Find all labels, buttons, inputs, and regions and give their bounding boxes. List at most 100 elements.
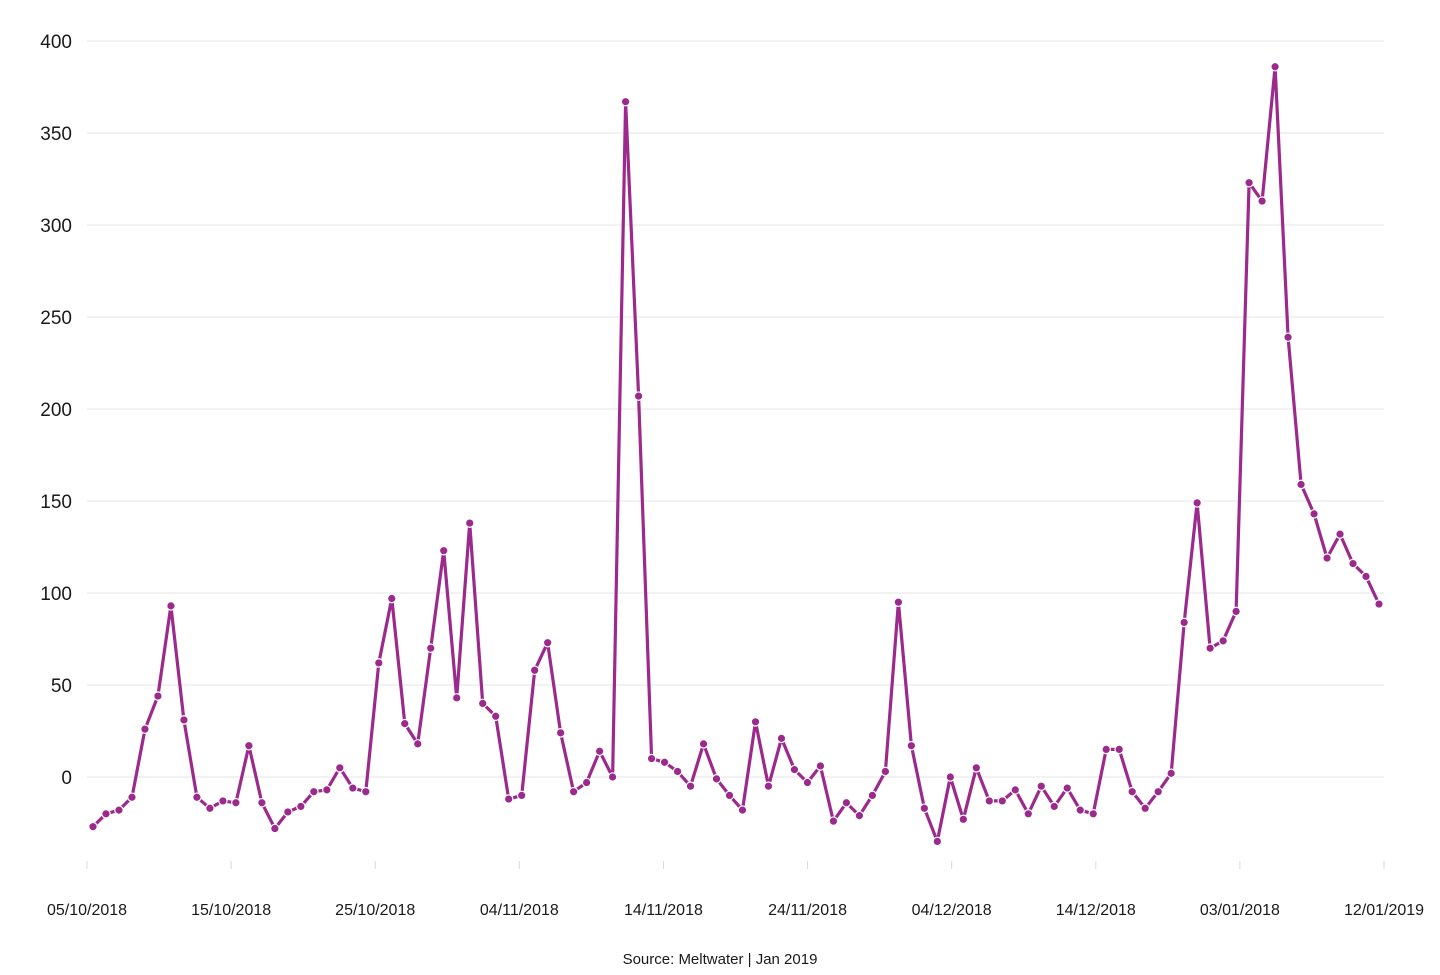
data-point bbox=[1062, 783, 1073, 793]
data-point bbox=[438, 545, 449, 556]
data-point bbox=[1114, 744, 1125, 755]
data-point bbox=[425, 643, 436, 653]
data-point bbox=[477, 698, 488, 709]
data-point bbox=[1010, 785, 1021, 795]
data-point bbox=[399, 718, 410, 729]
data-point bbox=[607, 772, 618, 782]
data-point bbox=[1101, 744, 1112, 755]
data-point bbox=[283, 807, 293, 817]
data-point bbox=[218, 796, 228, 806]
data-point bbox=[490, 711, 501, 722]
data-point bbox=[296, 801, 306, 812]
x-tick-label: 24/11/2018 bbox=[768, 902, 847, 919]
data-point bbox=[1296, 479, 1306, 490]
data-point bbox=[620, 96, 631, 107]
data-point bbox=[1049, 801, 1060, 812]
data-point bbox=[309, 786, 319, 797]
data-point bbox=[322, 785, 332, 795]
data-point bbox=[1335, 529, 1345, 539]
series-line bbox=[91, 65, 1381, 843]
data-point bbox=[1205, 643, 1215, 653]
x-tick-label: 04/12/2018 bbox=[912, 902, 992, 919]
data-point bbox=[503, 794, 514, 804]
data-point bbox=[1361, 571, 1371, 582]
x-tick-label: 14/12/2018 bbox=[1056, 902, 1136, 919]
data-point bbox=[672, 766, 683, 777]
data-point bbox=[451, 693, 462, 703]
data-point bbox=[1374, 599, 1384, 609]
data-point bbox=[1322, 553, 1332, 563]
data-point bbox=[1036, 781, 1047, 791]
data-point bbox=[1348, 558, 1358, 569]
data-point bbox=[1231, 606, 1241, 617]
data-point bbox=[1283, 332, 1293, 343]
data-point bbox=[386, 593, 397, 604]
source-note: Source: Meltwater | Jan 2019 bbox=[623, 951, 818, 968]
data-point bbox=[633, 391, 644, 401]
data-point bbox=[1088, 808, 1099, 819]
data-point bbox=[88, 821, 98, 832]
data-point bbox=[231, 797, 241, 808]
data-points bbox=[88, 61, 1384, 847]
data-point bbox=[776, 733, 787, 744]
data-point bbox=[1140, 803, 1150, 814]
data-point bbox=[906, 740, 917, 751]
x-tick-label: 03/01/2018 bbox=[1200, 902, 1280, 919]
data-point bbox=[244, 740, 254, 751]
data-point bbox=[724, 790, 735, 801]
data-point bbox=[1257, 196, 1267, 206]
data-point bbox=[646, 753, 657, 764]
data-point bbox=[815, 761, 826, 771]
y-tick-label: 400 bbox=[40, 32, 72, 53]
data-point bbox=[750, 716, 761, 727]
y-tick-label: 300 bbox=[40, 216, 72, 237]
y-tick-label: 100 bbox=[40, 584, 72, 605]
data-point bbox=[335, 762, 345, 773]
x-tick-label: 14/11/2018 bbox=[624, 902, 703, 919]
data-point bbox=[1166, 768, 1176, 779]
x-tick-label: 05/10/2018 bbox=[47, 902, 127, 919]
data-point bbox=[685, 781, 696, 791]
data-point bbox=[542, 637, 553, 648]
data-point bbox=[1309, 509, 1319, 519]
data-point bbox=[1023, 808, 1034, 819]
y-tick-label: 50 bbox=[51, 676, 72, 697]
data-point bbox=[880, 766, 891, 777]
data-point bbox=[867, 790, 878, 801]
data-point bbox=[711, 774, 722, 784]
data-point bbox=[893, 597, 904, 607]
x-tick-label: 04/11/2018 bbox=[480, 902, 559, 919]
data-point bbox=[270, 823, 280, 834]
y-tick-label: 350 bbox=[40, 124, 72, 145]
data-point bbox=[464, 518, 475, 528]
data-point bbox=[971, 762, 982, 773]
data-point bbox=[347, 783, 358, 793]
data-point bbox=[373, 658, 384, 668]
y-tick-label: 150 bbox=[40, 492, 72, 513]
data-point bbox=[516, 790, 527, 801]
data-point bbox=[1218, 636, 1228, 646]
x-tick-label: 25/10/2018 bbox=[335, 902, 415, 919]
data-point bbox=[919, 803, 930, 814]
data-point bbox=[802, 777, 813, 788]
data-point bbox=[945, 772, 956, 782]
data-point bbox=[1244, 177, 1254, 188]
data-point bbox=[205, 803, 215, 814]
data-point bbox=[659, 757, 670, 768]
data-point bbox=[1179, 617, 1189, 628]
data-point bbox=[932, 836, 943, 847]
y-tick-label: 200 bbox=[40, 400, 72, 421]
data-point bbox=[581, 777, 592, 788]
data-point bbox=[127, 792, 137, 803]
data-point bbox=[1270, 61, 1280, 72]
data-point bbox=[737, 805, 748, 815]
y-tick-label: 0 bbox=[61, 768, 72, 789]
data-point bbox=[192, 792, 202, 803]
data-point bbox=[1153, 786, 1163, 797]
x-axis: 05/10/2018 15/10/2018 25/10/2018 04/11/2018… bbox=[47, 861, 1424, 919]
data-point bbox=[140, 724, 150, 734]
horizontal-gridlines bbox=[87, 40, 1384, 778]
data-point bbox=[594, 746, 605, 757]
data-point bbox=[529, 665, 540, 676]
